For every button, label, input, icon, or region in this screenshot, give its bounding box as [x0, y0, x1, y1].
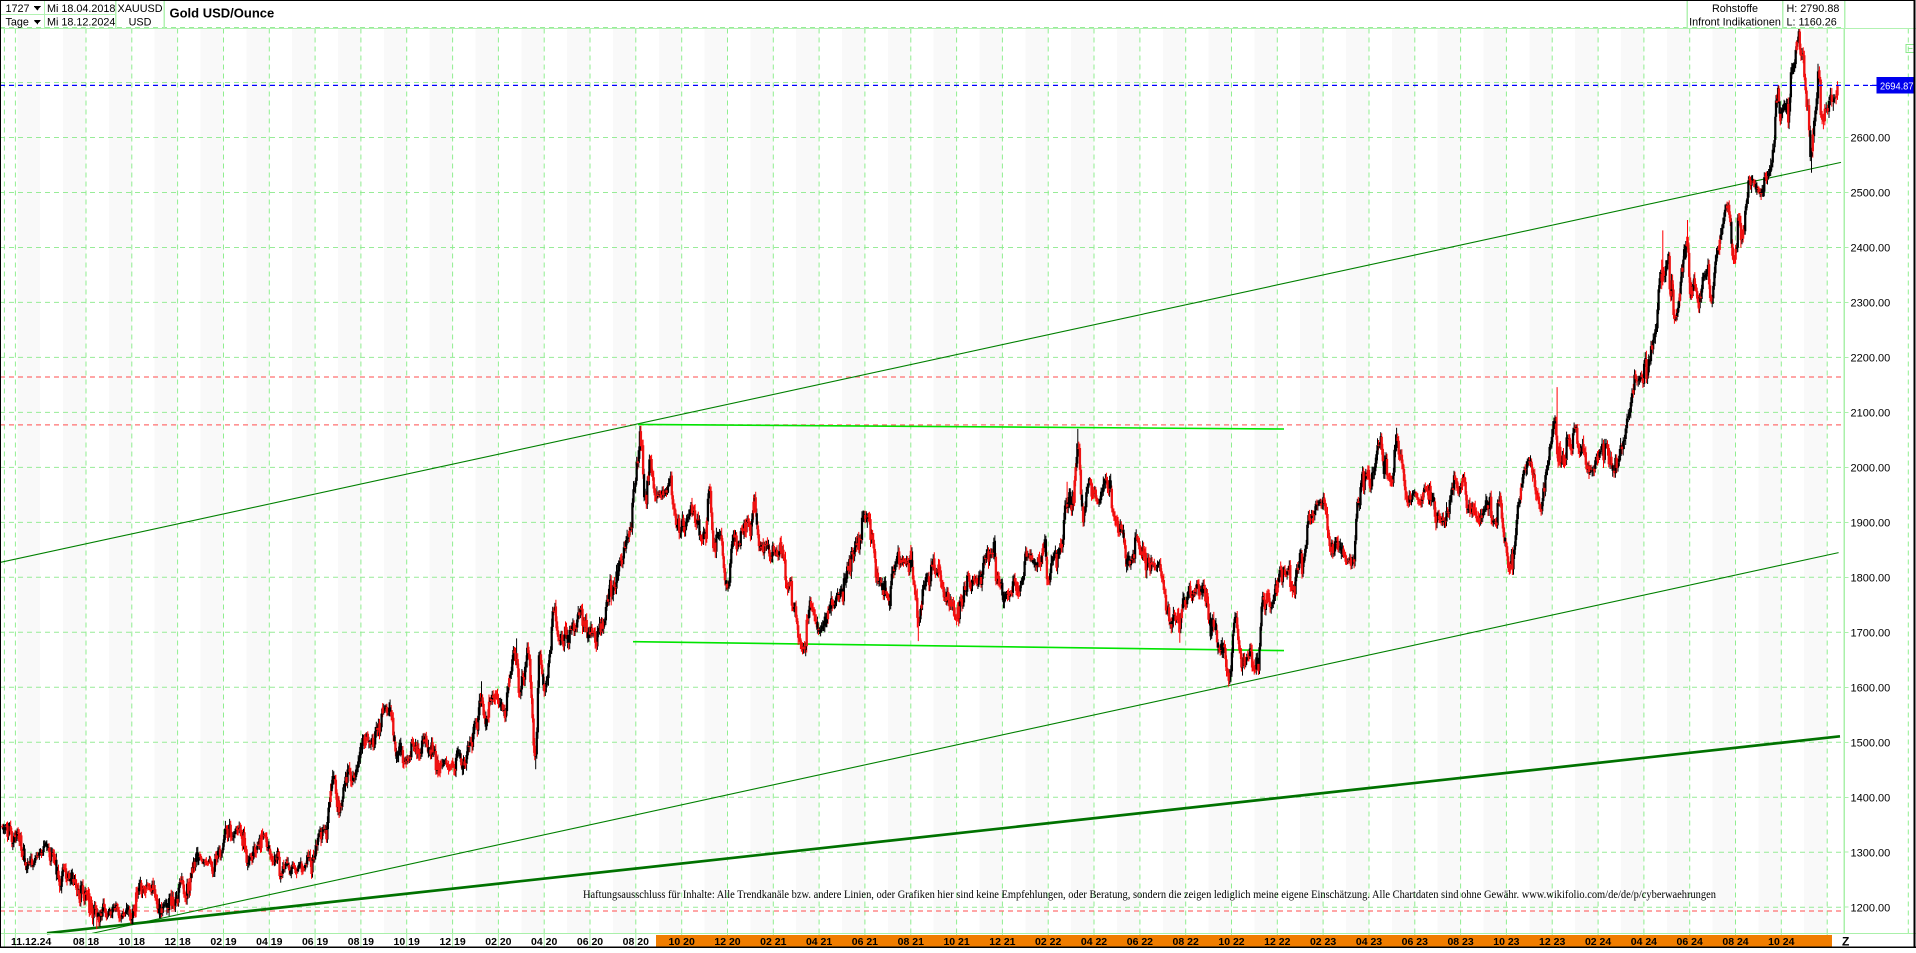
svg-text:02 24: 02 24 [1585, 936, 1611, 948]
svg-text:Tage: Tage [6, 17, 29, 29]
svg-text:USD: USD [129, 17, 152, 29]
svg-text:1500.00: 1500.00 [1851, 738, 1891, 750]
svg-text:08 19: 08 19 [348, 936, 374, 948]
svg-text:2200.00: 2200.00 [1851, 353, 1891, 365]
svg-text:Rohstoffe: Rohstoffe [1712, 3, 1758, 15]
svg-text:Mi 18.12.2024: Mi 18.12.2024 [47, 17, 115, 29]
svg-text:12 20: 12 20 [714, 936, 740, 948]
svg-text:02 20: 02 20 [485, 936, 511, 948]
svg-text:L: 1160.26: L: 1160.26 [1787, 17, 1837, 29]
svg-text:12 21: 12 21 [989, 936, 1015, 948]
svg-text:1900.00: 1900.00 [1851, 518, 1891, 530]
svg-text:04 21: 04 21 [806, 936, 832, 948]
svg-text:10 19: 10 19 [394, 936, 420, 948]
svg-text:10 23: 10 23 [1493, 936, 1519, 948]
svg-text:10 21: 10 21 [943, 936, 969, 948]
svg-text:08 22: 08 22 [1173, 936, 1199, 948]
svg-text:08 21: 08 21 [898, 936, 924, 948]
svg-text:10 24: 10 24 [1768, 936, 1794, 948]
svg-text:1700.00: 1700.00 [1851, 628, 1891, 640]
svg-text:H: 2790.88: H: 2790.88 [1787, 3, 1840, 15]
svg-text:11.12.24: 11.12.24 [11, 936, 51, 948]
svg-text:06 19: 06 19 [302, 936, 328, 948]
svg-text:06 22: 06 22 [1127, 936, 1153, 948]
svg-text:2100.00: 2100.00 [1851, 408, 1891, 420]
svg-text:04 23: 04 23 [1356, 936, 1382, 948]
svg-text:08 18: 08 18 [73, 936, 99, 948]
svg-text:2500.00: 2500.00 [1851, 188, 1891, 200]
svg-text:02 22: 02 22 [1035, 936, 1061, 948]
svg-text:Gold USD/Ounce: Gold USD/Ounce [170, 6, 275, 21]
svg-text:10 20: 10 20 [669, 936, 695, 948]
svg-text:1600.00: 1600.00 [1851, 683, 1891, 695]
svg-text:2600.00: 2600.00 [1851, 133, 1891, 145]
svg-text:12 22: 12 22 [1264, 936, 1290, 948]
svg-text:12 18: 12 18 [164, 936, 190, 948]
svg-text:06 21: 06 21 [852, 936, 878, 948]
svg-text:08 23: 08 23 [1447, 936, 1473, 948]
svg-text:1800.00: 1800.00 [1851, 573, 1891, 585]
svg-text:Haftungsausschluss für Inhalte: Haftungsausschluss für Inhalte: Alle Tre… [583, 887, 1716, 901]
svg-text:10 18: 10 18 [119, 936, 145, 948]
svg-text:06 23: 06 23 [1402, 936, 1428, 948]
svg-text:1727: 1727 [6, 3, 30, 15]
svg-text:1200.00: 1200.00 [1851, 902, 1891, 914]
svg-text:06 20: 06 20 [577, 936, 603, 948]
svg-text:2400.00: 2400.00 [1851, 243, 1891, 255]
svg-text:2000.00: 2000.00 [1851, 463, 1891, 475]
svg-text:12 23: 12 23 [1539, 936, 1565, 948]
svg-text:04 20: 04 20 [531, 936, 557, 948]
svg-text:2300.00: 2300.00 [1851, 298, 1891, 310]
svg-text:04 24: 04 24 [1631, 936, 1657, 948]
svg-text:XAUUSD: XAUUSD [118, 3, 163, 15]
svg-text:Mi 18.04.2018: Mi 18.04.2018 [47, 3, 115, 15]
svg-text:Infront Indikationen: Infront Indikationen [1689, 17, 1781, 29]
svg-text:08 20: 08 20 [623, 936, 649, 948]
svg-text:04 19: 04 19 [256, 936, 282, 948]
svg-text:Z: Z [1842, 934, 1849, 948]
svg-text:1300.00: 1300.00 [1851, 847, 1891, 859]
svg-text:04 22: 04 22 [1081, 936, 1107, 948]
svg-text:06 24: 06 24 [1677, 936, 1703, 948]
svg-text:02 23: 02 23 [1310, 936, 1336, 948]
svg-text:02 19: 02 19 [210, 936, 236, 948]
svg-text:2694.87: 2694.87 [1880, 81, 1914, 93]
svg-text:12 19: 12 19 [439, 936, 465, 948]
svg-text:02 21: 02 21 [760, 936, 786, 948]
svg-text:08 24: 08 24 [1722, 936, 1748, 948]
svg-text:1400.00: 1400.00 [1851, 793, 1891, 805]
svg-text:10 22: 10 22 [1218, 936, 1244, 948]
